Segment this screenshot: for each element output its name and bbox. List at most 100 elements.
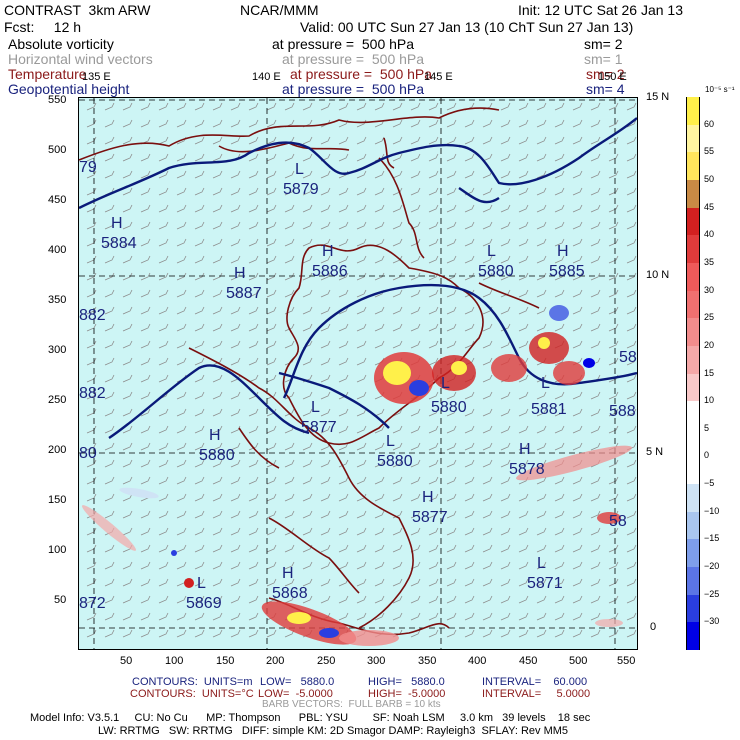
wind-barb	[554, 153, 565, 162]
wind-barb	[356, 170, 367, 179]
wind-barb	[410, 204, 421, 213]
wind-barb	[482, 323, 493, 332]
model-info-line1: Model Info: V3.5.1 CU: No Cu MP: Thompso…	[30, 712, 591, 724]
wind-barb	[248, 374, 259, 383]
wind-barb	[374, 527, 385, 536]
wind-barb	[428, 170, 439, 179]
wind-barb	[482, 204, 493, 213]
colorbar-label: 50	[704, 173, 715, 184]
wind-barb	[194, 408, 205, 417]
wind-barb	[482, 578, 493, 587]
field-temperature-pressure: at pressure = 500 hPa	[290, 66, 433, 82]
barb-vectors-note: BARB VECTORS: FULL BARB = 10 kts	[262, 699, 441, 710]
wind-barb	[104, 204, 115, 213]
wind-barb	[320, 306, 331, 315]
wind-barb	[626, 578, 637, 587]
wind-barb	[158, 170, 169, 179]
wind-barb	[572, 544, 583, 553]
wind-barb	[428, 459, 439, 468]
wind-barb	[230, 493, 241, 502]
wind-barb	[608, 476, 619, 485]
wind-barb	[446, 629, 457, 638]
wind-barb	[302, 255, 313, 264]
wind-barb	[536, 595, 547, 604]
wind-barb	[374, 442, 385, 451]
wind-barb	[320, 544, 331, 553]
wind-barb	[248, 187, 259, 196]
wind-barb	[194, 612, 205, 621]
wind-barb	[320, 561, 331, 570]
wind-barb	[194, 340, 205, 349]
wind-barb	[266, 357, 277, 366]
wind-barb	[212, 136, 223, 145]
wind-barb	[356, 187, 367, 196]
wind-barb	[104, 238, 115, 247]
wind-barb	[626, 374, 637, 383]
wind-barb	[122, 527, 133, 536]
wind-barb	[212, 578, 223, 587]
wind-barb	[572, 629, 583, 638]
wind-barb	[266, 629, 277, 638]
wind-barb	[554, 323, 565, 332]
wind-barb	[374, 306, 385, 315]
wind-barb	[194, 459, 205, 468]
colorbar-label: 40	[704, 229, 715, 240]
wind-barb	[176, 612, 187, 621]
wind-barb	[554, 510, 565, 519]
wind-barb	[626, 510, 637, 519]
wind-barb	[392, 459, 403, 468]
wind-barb	[248, 238, 259, 247]
wind-barb	[194, 493, 205, 502]
wind-barb	[284, 340, 295, 349]
wind-barb	[500, 289, 511, 298]
wind-barb	[86, 255, 97, 264]
colorbar-label: −5	[704, 478, 715, 489]
wind-barb	[482, 408, 493, 417]
wind-barb	[428, 442, 439, 451]
wind-barb	[626, 425, 637, 434]
wind-barb	[248, 561, 259, 570]
wind-barb	[572, 204, 583, 213]
wind-barb	[482, 459, 493, 468]
wind-barb	[608, 272, 619, 281]
wind-barb	[230, 204, 241, 213]
wind-barb	[284, 170, 295, 179]
wind-barb	[572, 272, 583, 281]
wind-barb	[500, 255, 511, 264]
wind-barb	[212, 544, 223, 553]
wind-barb	[140, 476, 151, 485]
hl-mark: H	[519, 441, 531, 458]
wind-barb	[500, 170, 511, 179]
wind-barb	[590, 340, 601, 349]
wind-barb	[104, 476, 115, 485]
wind-barb	[554, 493, 565, 502]
hl-mark: L	[197, 575, 206, 592]
wind-barb	[446, 170, 457, 179]
wind-barb	[176, 357, 187, 366]
wind-barb	[356, 238, 367, 247]
wind-barb	[626, 170, 637, 179]
wind-barb	[320, 357, 331, 366]
lon-label-150: 150 E	[598, 71, 627, 83]
wind-barb	[554, 357, 565, 366]
wind-barb	[266, 255, 277, 264]
colorbar-label: 45	[704, 201, 715, 212]
map-plot[interactable]: L 5879 H 5884 H 5887 H 5886 L 5880 H 588…	[78, 97, 638, 650]
wind-barb	[392, 408, 403, 417]
wind-barb	[176, 255, 187, 264]
wind-barb	[248, 510, 259, 519]
wind-barb	[284, 272, 295, 281]
wind-barb	[482, 391, 493, 400]
wind-barb	[410, 629, 421, 638]
wind-barb	[536, 306, 547, 315]
wind-barb	[392, 323, 403, 332]
wind-barb	[86, 204, 97, 213]
wind-barb	[212, 391, 223, 400]
hl-value: 5885	[549, 263, 585, 280]
field-absolute-vorticity-pressure: at pressure = 500 hPa	[272, 36, 415, 52]
wind-barb	[212, 221, 223, 230]
wind-barb	[86, 425, 97, 434]
lat-label-10n: 10 N	[646, 269, 670, 281]
x-tick: 200	[266, 655, 285, 667]
wind-barb	[86, 102, 97, 111]
